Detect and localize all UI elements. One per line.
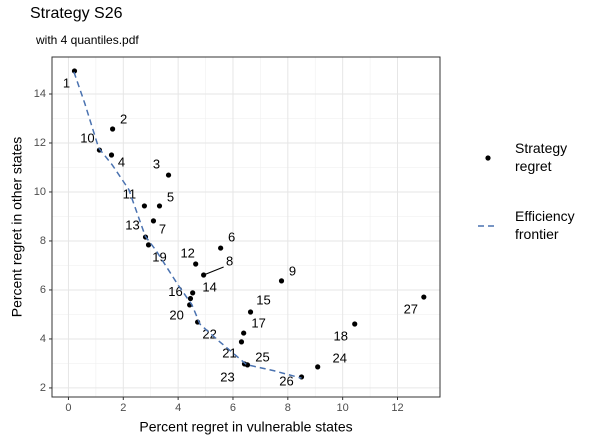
x-tick-label: 6	[230, 402, 236, 414]
y-tick-label: 14	[34, 88, 46, 100]
point	[201, 272, 207, 278]
leader-line	[203, 266, 224, 276]
point-label: 15	[256, 292, 270, 307]
legend-label: Efficiency frontier	[515, 208, 575, 242]
chart-subtitle: with 4 quantiles.pdf	[35, 33, 139, 47]
point-label: 14	[202, 279, 216, 294]
x-tick-label: 4	[175, 402, 181, 414]
point	[108, 152, 115, 158]
y-tick-label: 4	[40, 333, 46, 345]
point-label: 18	[333, 328, 347, 343]
plot-panel	[52, 57, 440, 397]
x-tick-label: 2	[120, 402, 126, 414]
point-label: 24	[332, 350, 346, 365]
point-label: 7	[159, 221, 166, 236]
point	[193, 261, 199, 267]
point-label: 27	[404, 301, 418, 316]
x-tick-label: 0	[65, 402, 71, 414]
point	[145, 242, 152, 248]
point-label: 5	[167, 189, 174, 204]
point	[278, 278, 285, 284]
point	[241, 330, 247, 336]
point	[141, 203, 148, 209]
point	[71, 68, 78, 74]
y-tick-label: 12	[34, 137, 46, 149]
point	[315, 364, 321, 370]
point	[421, 294, 427, 300]
point-label: 2	[120, 111, 127, 126]
point-label: 25	[255, 349, 269, 364]
point-label: 20	[169, 307, 183, 322]
frontier-line	[73, 71, 302, 379]
point	[187, 295, 194, 302]
point	[190, 290, 196, 296]
y-tick-label: 8	[40, 235, 46, 247]
point-label: 9	[289, 263, 296, 278]
point-label: 16	[168, 284, 182, 299]
point-label: 23	[220, 369, 234, 384]
point-label: 4	[118, 154, 125, 169]
y-axis-label: Percent regret in other states	[9, 137, 25, 318]
y-tick-label: 10	[34, 186, 46, 198]
point	[165, 172, 172, 178]
x-tick-label: 10	[337, 402, 349, 414]
x-tick-label: 12	[391, 402, 403, 414]
point-label: 1	[63, 75, 70, 90]
point	[247, 309, 254, 315]
point-label: 17	[251, 316, 265, 331]
point-label: 3	[153, 157, 160, 172]
legend-key	[485, 155, 491, 161]
x-tick-label: 8	[285, 402, 291, 414]
point-label: 8	[226, 253, 233, 268]
point-label: 10	[80, 131, 94, 146]
point-label: 21	[222, 345, 236, 360]
point	[156, 203, 163, 209]
point	[238, 339, 245, 345]
plot-border	[51, 56, 441, 398]
point	[150, 218, 157, 224]
x-axis-label: Percent regret in vulnerable states	[139, 419, 352, 435]
point-label: 12	[180, 245, 194, 260]
point-label: 6	[228, 230, 235, 245]
point	[352, 321, 358, 327]
point-label: 26	[279, 373, 293, 388]
point	[109, 126, 116, 132]
point-label: 11	[123, 186, 137, 201]
point	[218, 245, 224, 251]
y-tick-label: 6	[40, 284, 46, 296]
point-label: 13	[125, 217, 139, 232]
chart-title: Strategy S26	[30, 5, 123, 22]
y-tick-label: 2	[40, 382, 46, 394]
legend-label: Strategy regret	[515, 140, 567, 174]
